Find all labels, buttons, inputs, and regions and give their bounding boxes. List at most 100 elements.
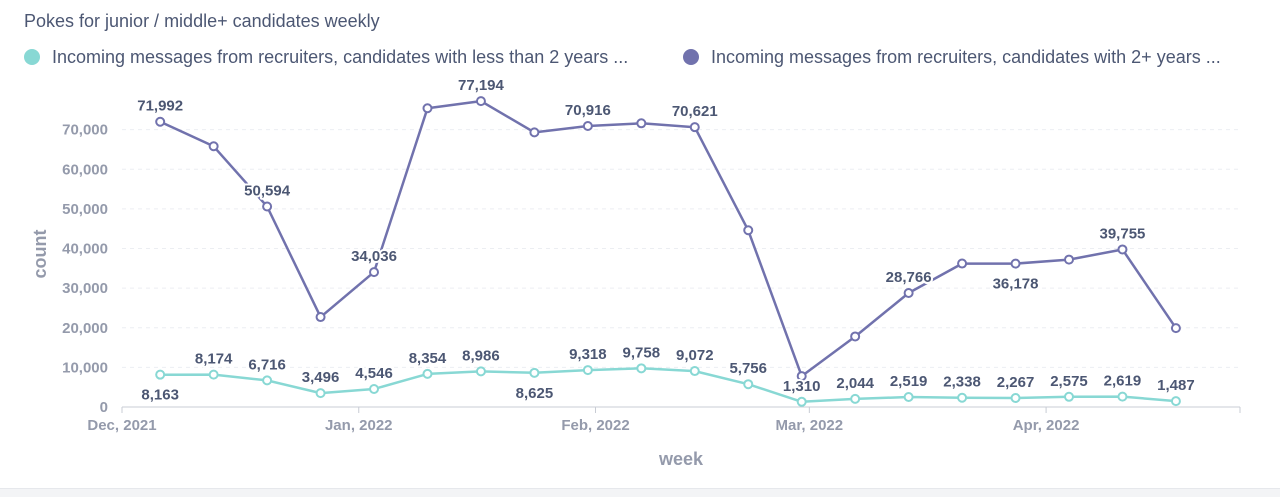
data-point [743,379,754,390]
data-point [903,288,914,299]
data-point [475,366,486,377]
data-label: 8,174 [195,351,233,368]
y-tick-label: 40,000 [62,241,108,258]
data-label: 8,354 [409,350,447,367]
data-label: 9,318 [569,346,607,363]
data-label: 8,986 [462,347,500,364]
y-axis-ticks: 0 10,000 20,000 30,000 40,000 50,000 60,000 70,… [62,122,108,416]
data-point [743,225,754,236]
series-line-0 [160,367,1177,404]
data-label: 77,194 [458,77,505,94]
data-label: 8,625 [516,385,554,402]
y-tick-label: 30,000 [62,280,108,297]
card-bottom-edge [0,488,1280,497]
y-tick-label: 10,000 [62,359,108,376]
data-labels: 8,163 8,174 6,716 3,496 4,546 8,354 8,986 8,625… [135,75,1196,406]
data-point [262,201,273,212]
data-point [1010,393,1021,404]
data-label: 39,755 [1100,225,1146,242]
data-label: 8,163 [141,387,179,404]
legend-item-senior[interactable]: Incoming messages from recruiters, candi… [683,44,1221,70]
data-point [1010,258,1021,269]
legend-label-junior: Incoming messages from recruiters, candi… [52,46,629,67]
data-label: 2,338 [943,374,981,391]
series-line-1 [159,99,1177,378]
x-axis: Dec, 2021 Jan, 2022 Feb, 2022 Mar, 2022 Apr,… [87,406,1241,434]
x-tick-label: Mar, 2022 [776,417,844,434]
data-point [369,267,380,278]
data-point [155,369,166,380]
data-point [422,103,433,114]
data-label: 3,496 [302,369,340,386]
data-point [850,331,861,342]
data-point [1117,391,1128,402]
data-point [689,366,700,377]
data-label: 2,619 [1104,373,1142,390]
data-point [903,392,914,403]
legend-item-junior[interactable]: Incoming messages from recruiters, candi… [24,44,628,70]
data-label: 2,519 [890,373,928,390]
data-label: 4,546 [355,365,393,382]
data-point [529,367,540,378]
data-label: 9,072 [676,347,714,364]
y-tick-label: 0 [100,399,108,416]
legend-label-senior: Incoming messages from recruiters, candi… [711,46,1221,67]
data-point [1170,323,1181,334]
grid-lines [122,129,1240,368]
data-point [957,392,968,403]
data-point [636,118,647,129]
data-point [582,365,593,376]
data-point [1064,254,1074,265]
data-point [796,396,807,407]
data-point [1117,244,1128,255]
data-point [475,96,486,107]
data-label: 71,992 [137,98,183,115]
data-point [315,388,326,399]
x-tick-label: Feb, 2022 [561,417,629,434]
y-tick-label: 50,000 [62,201,108,218]
series-lines [159,99,1177,404]
data-point [155,116,166,127]
series-points [155,96,1181,407]
y-axis-title: count [30,230,50,279]
data-label: 70,621 [672,103,718,120]
data-point [796,371,807,382]
data-label: 1,310 [783,378,821,395]
x-tick-label: Apr, 2022 [1013,417,1080,434]
data-point [529,127,540,138]
data-label: 9,758 [623,344,661,361]
data-point [208,141,219,152]
x-tick-label: Jan, 2022 [325,417,393,434]
data-point [369,383,380,394]
data-point [636,363,647,374]
data-point [422,368,433,379]
data-label: 2,267 [997,374,1035,391]
data-point [315,312,326,323]
data-point [1170,396,1181,407]
data-label: 70,916 [565,102,611,119]
data-point [850,393,861,404]
data-label: 6,716 [248,356,286,373]
chart-title: Pokes for junior / middle+ candidates we… [24,11,380,31]
y-tick-label: 70,000 [62,122,108,139]
data-label: 34,036 [351,248,397,265]
legend-dot-senior [683,49,699,65]
data-label: 50,594 [244,183,291,200]
data-label: 2,044 [836,375,874,392]
x-axis-title: week [658,449,704,469]
data-point [582,120,593,131]
data-label: 28,766 [886,269,932,286]
data-point [957,258,968,269]
data-label: 5,756 [729,360,767,377]
legend-dot-junior [24,49,40,65]
data-point [262,375,273,386]
y-tick-label: 60,000 [62,161,108,178]
data-point [1064,391,1074,402]
data-label: 2,575 [1050,373,1088,390]
data-label: 36,178 [993,276,1039,293]
data-point [208,369,219,380]
x-tick-label: Dec, 2021 [87,417,156,434]
data-point [689,122,700,133]
